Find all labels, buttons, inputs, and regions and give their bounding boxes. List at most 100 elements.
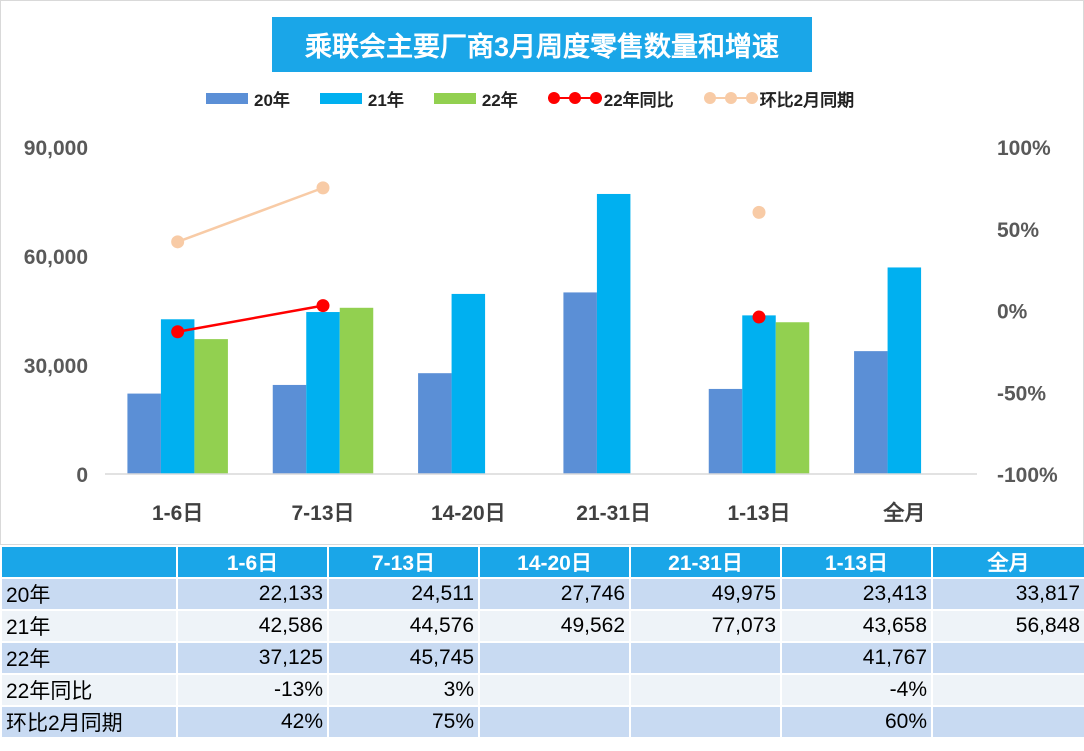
line-point-环比2月同期 xyxy=(752,205,766,219)
table-cell xyxy=(931,641,1084,675)
x-tick-label: 全月 xyxy=(882,501,925,525)
table-header-row: 1-6日 7-13日 14-20日 21-31日 1-13日 全月 xyxy=(0,545,1084,579)
line-point-22年同比 xyxy=(171,325,185,339)
x-tick-label: 21-31日 xyxy=(576,502,651,525)
line-segment-环比2月同期 xyxy=(177,186,324,244)
x-tick-label: 1-6日 xyxy=(152,502,203,525)
bar-21年 xyxy=(742,315,776,474)
x-tick-label: 7-13日 xyxy=(291,502,354,525)
table-row: 22年同比 -13% 3% -4% xyxy=(0,673,1084,707)
table-cell xyxy=(629,673,782,707)
legend-item-21: 21年 xyxy=(319,86,404,111)
row-label: 环比2月同期 xyxy=(0,705,178,739)
y-right-tick-label: 100% xyxy=(997,137,1051,160)
table-header-cell: 7-13日 xyxy=(327,545,480,579)
legend-label: 环比2月同期 xyxy=(759,90,855,110)
row-label: 20年 xyxy=(0,577,178,611)
table-cell xyxy=(478,705,631,739)
legend-item-22: 22年 xyxy=(433,86,518,111)
bar-20年 xyxy=(854,351,888,474)
bar-20年 xyxy=(563,292,597,474)
legend-item-20: 20年 xyxy=(206,86,290,111)
bar-21年 xyxy=(451,293,486,474)
table-cell: 41,767 xyxy=(780,641,933,675)
bar-22年 xyxy=(194,339,228,474)
table-cell xyxy=(478,673,631,707)
table-cell: 27,746 xyxy=(478,577,631,611)
bar-22年 xyxy=(775,322,810,474)
table-cell: 42,586 xyxy=(176,609,329,643)
legend-item-yoy: 22年同比 xyxy=(547,86,674,111)
bar-21年 xyxy=(887,267,922,474)
table-row: 20年 22,133 24,511 27,746 49,975 23,413 3… xyxy=(0,577,1084,611)
bar-21年 xyxy=(160,319,195,474)
x-tick-label: 1-13日 xyxy=(727,502,790,525)
y-right-tick-label: -100% xyxy=(997,464,1058,487)
table-header-cell: 21-31日 xyxy=(629,545,782,579)
table-cell: 43,658 xyxy=(780,609,933,643)
table-cell: -4% xyxy=(780,673,933,707)
chart-legend: 20年 21年 22年 22年同比 环比2月 xyxy=(206,86,884,110)
table-cell: 24,511 xyxy=(327,577,480,611)
chart-area: 0 30,000 60,000 90,000 -100% -50% 0% 50% 100% 1-6… xyxy=(0,0,1084,545)
row-label: 22年 xyxy=(0,641,178,675)
table-cell xyxy=(931,673,1084,707)
combo-chart: 0 30,000 60,000 90,000 -100% -50% 0% 50% 100% 1-6… xyxy=(0,0,1084,545)
legend-item-mom: 环比2月同期 xyxy=(703,86,855,111)
table-cell: -13% xyxy=(176,673,329,707)
table-cell xyxy=(629,641,782,675)
legend-swatch xyxy=(433,92,476,104)
table-cell: 33,817 xyxy=(931,577,1084,611)
x-tick-label: 14-20日 xyxy=(431,502,506,525)
bar-20年 xyxy=(127,393,161,474)
table-cell: 44,576 xyxy=(327,609,480,643)
y-left-tick-label: 90,000 xyxy=(24,137,88,160)
bar-20年 xyxy=(708,388,743,474)
y-right-tick-label: 0% xyxy=(997,301,1028,324)
y-left-tick-label: 30,000 xyxy=(24,355,88,378)
table-row: 21年 42,586 44,576 49,562 77,073 43,658 5… xyxy=(0,609,1084,643)
table-cell: 45,745 xyxy=(327,641,480,675)
line-point-环比2月同期 xyxy=(316,181,330,195)
legend-label: 20年 xyxy=(254,90,290,110)
legend-line-swatch xyxy=(547,91,602,105)
table-cell: 60% xyxy=(780,705,933,739)
line-point-22年同比 xyxy=(752,310,766,324)
table-cell: 3% xyxy=(327,673,480,707)
row-label: 21年 xyxy=(0,609,178,643)
chart-title: 乘联会主要厂商3月周度零售数量和增速 xyxy=(272,17,812,72)
legend-label: 22年同比 xyxy=(603,90,674,110)
y-right-tick-label: 50% xyxy=(997,219,1039,242)
bar-20年 xyxy=(272,384,307,474)
table-header-cell: 1-13日 xyxy=(780,545,933,579)
data-table: 1-6日 7-13日 14-20日 21-31日 1-13日 全月 20年 22… xyxy=(0,545,1084,739)
legend-line-swatch xyxy=(703,91,758,105)
table-cell: 77,073 xyxy=(629,609,782,643)
line-segment-22年同比 xyxy=(177,304,324,333)
table-header-cell: 1-6日 xyxy=(176,545,329,579)
bar-20年 xyxy=(418,373,452,474)
table-cell: 23,413 xyxy=(780,577,933,611)
table-row: 环比2月同期 42% 75% 60% xyxy=(0,705,1084,739)
legend-label: 22年 xyxy=(481,90,518,110)
y-left-tick-label: 0 xyxy=(76,464,88,487)
table-row: 22年 37,125 45,745 41,767 xyxy=(0,641,1084,675)
row-label: 22年同比 xyxy=(0,673,178,707)
table-cell xyxy=(629,705,782,739)
bar-22年 xyxy=(339,307,374,474)
y-right-tick-label: -50% xyxy=(997,382,1046,405)
table-cell: 42% xyxy=(176,705,329,739)
table-cell: 49,975 xyxy=(629,577,782,611)
table-cell xyxy=(931,705,1084,739)
table-cell: 37,125 xyxy=(176,641,329,675)
table-cell: 22,133 xyxy=(176,577,329,611)
y-left-tick-label: 60,000 xyxy=(24,246,88,269)
bar-21年 xyxy=(596,193,631,475)
table-header-cell: 全月 xyxy=(931,545,1084,579)
table-cell: 56,848 xyxy=(931,609,1084,643)
legend-swatch xyxy=(206,92,248,104)
legend-label: 21年 xyxy=(367,90,404,110)
table-header-cell xyxy=(0,545,178,579)
table-cell xyxy=(478,641,631,675)
bar-21年 xyxy=(306,312,340,474)
